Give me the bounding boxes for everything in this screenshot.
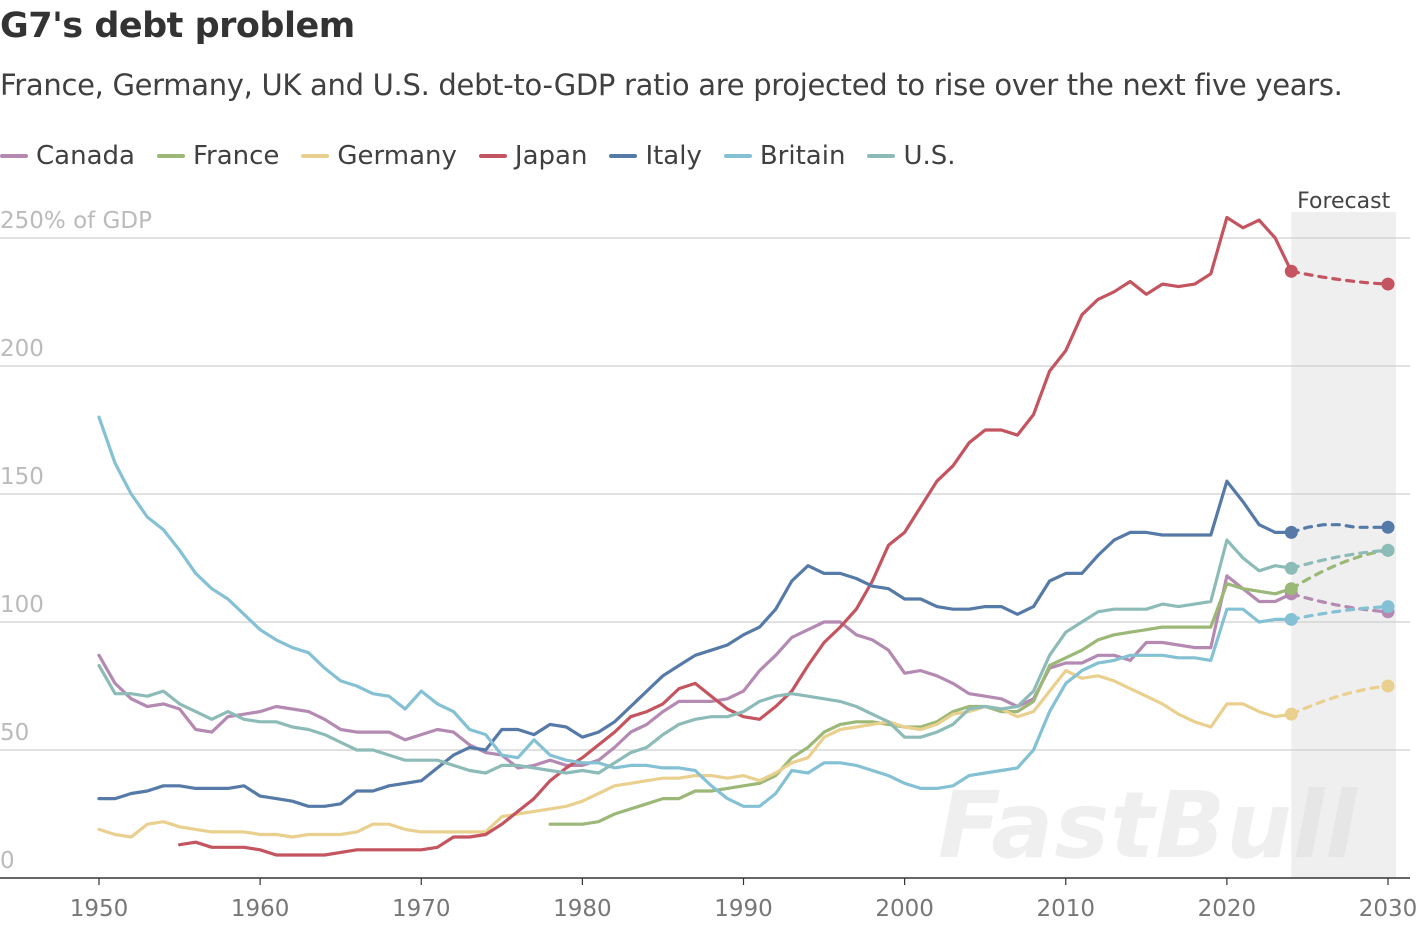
legend-label: Britain: [759, 141, 846, 171]
y-tick-label: 0: [0, 848, 15, 874]
forecast-line-britain: [1289, 605, 1390, 622]
legend-item-germany: Germany: [301, 141, 457, 171]
x-tick-label: 1980: [553, 896, 612, 922]
legend-item-us: U.S.: [867, 141, 956, 171]
forecast-line-us: [1289, 548, 1390, 570]
series-line-italy: [97, 479, 1293, 808]
legend-label: France: [192, 141, 280, 171]
forecast-start-dot-germany: [1284, 707, 1298, 721]
forecast-label: Forecast: [1297, 189, 1390, 214]
x-tick-label: 2030: [1359, 896, 1418, 922]
forecast-line-italy: [1289, 523, 1390, 534]
forecast-start-dot-us: [1284, 561, 1298, 575]
legend-swatch: [156, 154, 185, 158]
y-tick-label: 100: [0, 592, 44, 618]
forecast-start-dot-italy: [1284, 525, 1298, 539]
x-tick-label: 2020: [1198, 896, 1257, 922]
legend-label: Germany: [337, 141, 457, 171]
legend-label: U.S.: [903, 141, 956, 171]
legend-item-britain: Britain: [723, 141, 846, 171]
page-title: G7's debt problem: [0, 6, 355, 46]
legend-label: Italy: [645, 141, 702, 171]
forecast-line-canada: [1289, 592, 1390, 614]
x-tick-label: 2000: [875, 896, 934, 922]
legend-item-france: France: [156, 141, 280, 171]
series-line-france: [548, 581, 1293, 826]
legend-swatch: [723, 154, 752, 158]
chart-legend: Canada France Germany Japan Italy Britain U.S.: [0, 141, 978, 171]
series-line-us: [97, 538, 1293, 775]
legend-swatch: [0, 154, 28, 158]
forecast-end-dot-japan: [1381, 277, 1395, 291]
legend-item-canada: Canada: [0, 141, 135, 171]
page-subtitle: France, Germany, UK and U.S. debt-to-GDP…: [0, 68, 1343, 102]
forecast-end-dot-us: [1381, 543, 1395, 557]
legend-label: Canada: [36, 141, 135, 171]
forecast-start-dot-britain: [1284, 612, 1298, 626]
legend-item-japan: Japan: [478, 141, 588, 171]
forecast-start-dot-japan: [1284, 264, 1298, 278]
legend-swatch: [301, 154, 330, 158]
x-tick-label: 1960: [231, 896, 290, 922]
x-tick-label: 1950: [70, 896, 129, 922]
x-tick-label: 1990: [714, 896, 773, 922]
forecast-end-dot-italy: [1381, 520, 1395, 534]
x-tick-label: 2010: [1036, 896, 1095, 922]
series-line-germany: [97, 668, 1293, 839]
legend-swatch: [478, 154, 507, 158]
y-tick-label: 250% of GDP: [0, 208, 152, 234]
y-tick-label: 200: [0, 336, 44, 362]
series-line-britain: [97, 415, 1293, 808]
forecast-start-dot-france: [1284, 582, 1298, 596]
forecast-line-germany: [1289, 684, 1390, 716]
y-tick-label: 150: [0, 464, 44, 490]
forecast-line-japan: [1289, 269, 1390, 286]
series-line-canada: [97, 574, 1293, 770]
forecast-end-dot-britain: [1381, 600, 1395, 614]
forecast-line-france: [1289, 548, 1390, 591]
legend-swatch: [867, 154, 896, 158]
legend-swatch: [609, 154, 638, 158]
y-tick-label: 50: [0, 720, 29, 746]
forecast-band: [1291, 212, 1396, 878]
legend-item-italy: Italy: [609, 141, 702, 171]
legend-label: Japan: [514, 141, 588, 171]
forecast-end-dot-germany: [1381, 679, 1395, 693]
x-tick-label: 1970: [392, 896, 451, 922]
